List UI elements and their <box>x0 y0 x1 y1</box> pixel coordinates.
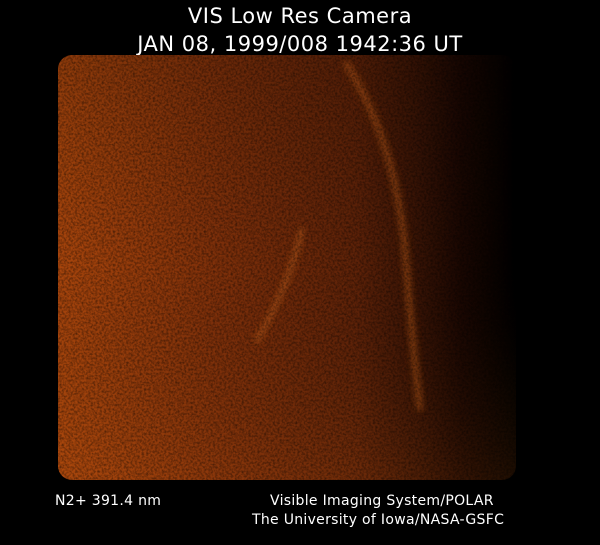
image-title: VIS Low Res Camera <box>187 4 413 28</box>
image-timestamp: JAN 08, 1999/008 1942:36 UT <box>137 32 463 56</box>
filter-label: N2+ 391.4 nm <box>55 493 162 509</box>
instrument-label: Visible Imaging System/POLAR <box>270 493 494 509</box>
institution-label: The University of Iowa/NASA-GSFC <box>252 512 505 528</box>
